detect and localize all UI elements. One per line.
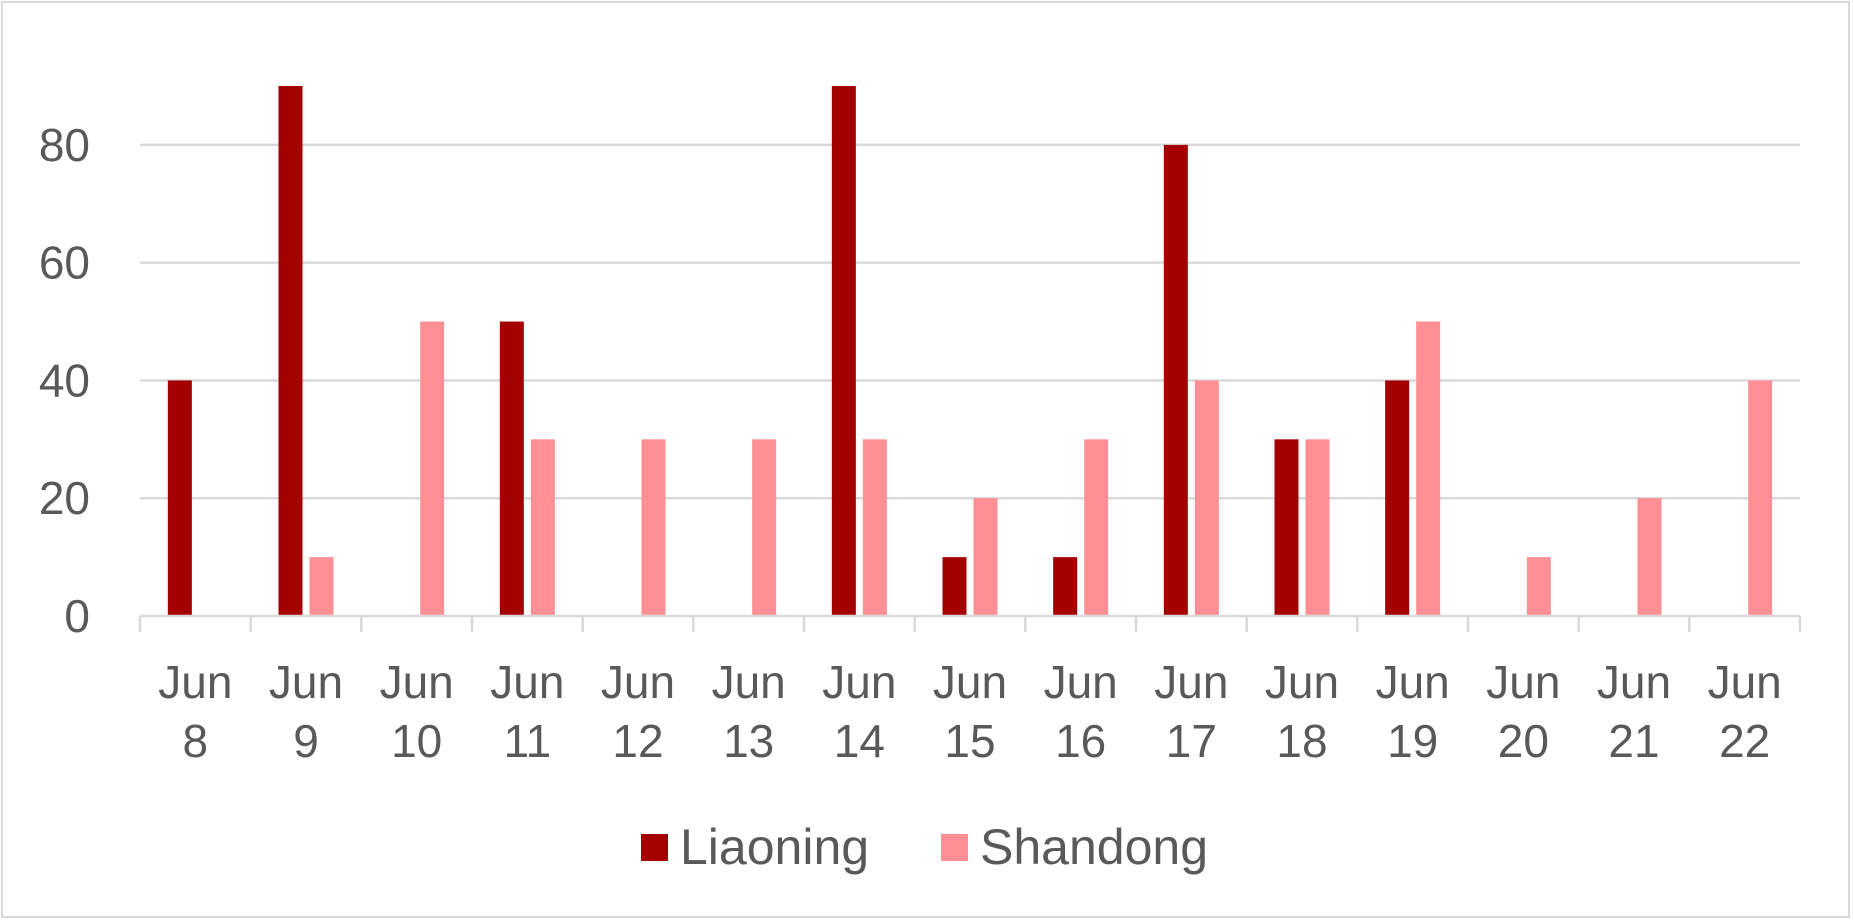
y-tick-label: 0 <box>64 590 90 642</box>
bars <box>167 86 1773 616</box>
bar-shandong-jun-9 <box>309 557 334 616</box>
x-tick-label: Jun <box>490 656 564 708</box>
x-tick-label: Jun <box>1376 656 1450 708</box>
legend: Liaoning Shandong <box>641 819 1208 875</box>
bar-liaoning-jun-9 <box>278 86 303 616</box>
bar-shandong-jun-20 <box>1526 557 1551 616</box>
bar-shandong-jun-11 <box>530 439 555 616</box>
x-tick-label: 15 <box>944 715 995 767</box>
bar-shandong-jun-18 <box>1305 439 1330 616</box>
x-tick-label: Jun <box>601 656 675 708</box>
bar-shandong-jun-15 <box>973 498 998 616</box>
x-tick-label: 13 <box>723 715 774 767</box>
x-tick-label: 21 <box>1608 715 1659 767</box>
x-tick-label: 8 <box>183 715 209 767</box>
x-tick-label: 12 <box>612 715 663 767</box>
x-tick-label: 19 <box>1387 715 1438 767</box>
x-tick-label: 20 <box>1498 715 1549 767</box>
x-tick-label: 17 <box>1166 715 1217 767</box>
x-tick-label: Jun <box>1486 656 1560 708</box>
x-tick-labels: Jun 8 Jun 9 Jun 10 Jun 11 Jun 12 Jun 13 Jun 14 Jun 15 Ju… <box>158 656 1782 767</box>
x-tick-label: 14 <box>834 715 885 767</box>
bar-liaoning-jun-16 <box>1053 557 1078 616</box>
x-tick-label: Jun <box>269 656 343 708</box>
bar-shandong-jun-21 <box>1637 498 1662 616</box>
bar-shandong-jun-12 <box>641 439 666 616</box>
bar-shandong-jun-10 <box>420 321 445 616</box>
y-tick-label: 60 <box>39 237 90 289</box>
legend-swatch-liaoning <box>641 834 668 861</box>
gridlines <box>140 143 1800 500</box>
x-tick-label: Jun <box>1154 656 1228 708</box>
x-tick-label: 18 <box>1276 715 1327 767</box>
x-axis <box>138 614 1802 632</box>
legend-label-liaoning: Liaoning <box>680 819 869 875</box>
x-tick-label: Jun <box>1708 656 1782 708</box>
bar-liaoning-jun-15 <box>942 557 967 616</box>
x-tick-label: Jun <box>1597 656 1671 708</box>
x-tick-label: Jun <box>380 656 454 708</box>
x-tick-label: Jun <box>712 656 786 708</box>
bar-liaoning-jun-17 <box>1163 144 1188 616</box>
y-tick-label: 40 <box>39 354 90 406</box>
bar-liaoning-jun-19 <box>1385 380 1410 616</box>
x-tick-label: 22 <box>1719 715 1770 767</box>
bar-liaoning-jun-11 <box>499 321 524 616</box>
bar-shandong-jun-17 <box>1194 380 1219 616</box>
x-tick-label: 9 <box>293 715 319 767</box>
x-tick-label: 11 <box>503 715 551 767</box>
legend-label-shandong: Shandong <box>980 819 1208 875</box>
y-tick-label: 20 <box>39 472 90 524</box>
bar-liaoning-jun-8 <box>167 380 192 616</box>
x-tick-label: Jun <box>1265 656 1339 708</box>
bar-liaoning-jun-14 <box>831 86 856 616</box>
x-tick-label: 10 <box>391 715 442 767</box>
y-tick-label: 80 <box>39 119 90 171</box>
legend-swatch-shandong <box>941 834 968 861</box>
x-tick-label: Jun <box>158 656 232 708</box>
x-tick-label: 16 <box>1055 715 1106 767</box>
bar-shandong-jun-22 <box>1748 380 1773 616</box>
bar-shandong-jun-19 <box>1416 321 1441 616</box>
bar-shandong-jun-14 <box>862 439 887 616</box>
x-tick-label: Jun <box>822 656 896 708</box>
bar-shandong-jun-16 <box>1084 439 1109 616</box>
bar-shandong-jun-13 <box>752 439 777 616</box>
x-tick-label: Jun <box>933 656 1007 708</box>
y-tick-labels: 0 20 40 60 80 <box>39 119 90 642</box>
x-tick-label: Jun <box>1044 656 1118 708</box>
bar-liaoning-jun-18 <box>1274 439 1299 616</box>
